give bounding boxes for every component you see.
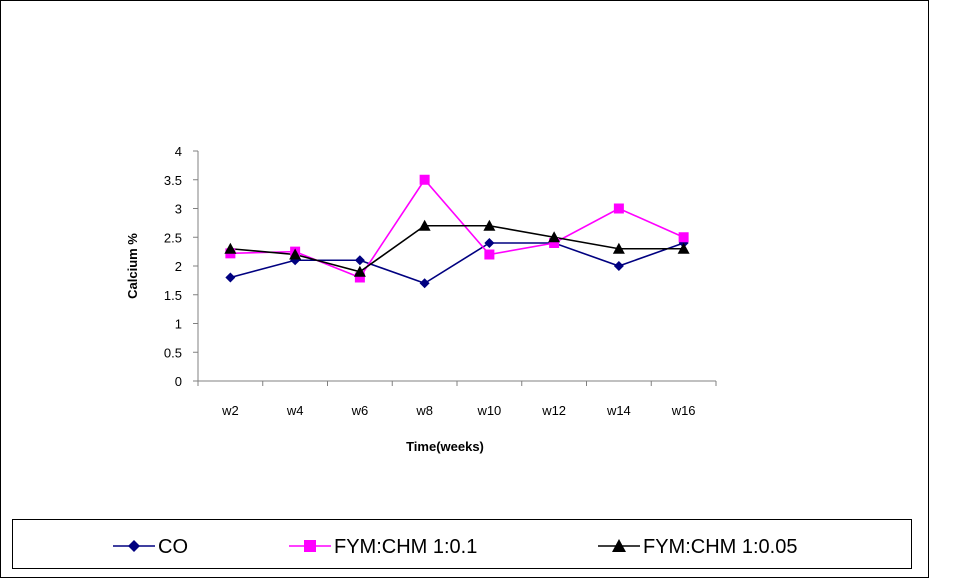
data-point [354, 255, 365, 266]
data-point [225, 272, 236, 283]
data-point [613, 203, 624, 214]
legend-entry: FYM:CHM 1:0.1 [289, 536, 477, 558]
y-tick-label: 2.5 [164, 230, 182, 245]
data-point [353, 265, 366, 277]
data-point [484, 249, 495, 260]
data-point [418, 219, 431, 231]
legend-label: FYM:CHM 1:0.1 [334, 536, 477, 558]
x-tick-label: w12 [541, 403, 566, 418]
data-point [678, 232, 689, 243]
legend-entry: FYM:CHM 1:0.05 [598, 536, 797, 558]
legend-marker [304, 540, 316, 552]
x-tick-label: w2 [221, 403, 239, 418]
y-tick-label: 3.5 [164, 173, 182, 188]
data-point [483, 219, 496, 231]
legend-label: CO [158, 536, 188, 558]
x-tick-labels: w2 w4 w6 w8 w10 w12 w14 w16 [221, 403, 695, 418]
x-tick-label: w4 [286, 403, 304, 418]
data-point [677, 242, 690, 254]
x-tick-label: w14 [606, 403, 631, 418]
data-point [613, 261, 624, 271]
legend-label: FYM:CHM 1:0.05 [643, 536, 797, 558]
x-axis-label: Time(weeks) [406, 439, 484, 454]
legend-marker [128, 540, 140, 552]
series-markers [224, 174, 690, 289]
x-tick-label: w6 [351, 403, 369, 418]
y-tick-label: 4 [175, 144, 182, 159]
axes [193, 150, 717, 386]
series-line [230, 224, 684, 273]
x-tick-label: w10 [476, 403, 501, 418]
data-point [548, 231, 561, 243]
y-tick-labels: 0 0.5 1 1.5 2 2.5 3 3.5 4 [164, 144, 182, 389]
legend-items: CO FYM:CHM 1:0.1 FYM:CHM 1:0.05 [113, 536, 797, 558]
series-line [230, 242, 684, 285]
data-point [549, 238, 560, 248]
y-tick-label: 2 [175, 259, 182, 274]
data-point [354, 272, 365, 283]
series-lines [230, 178, 684, 285]
legend-marker [612, 539, 626, 552]
data-point [612, 242, 625, 254]
y-tick-label: 0 [175, 374, 182, 389]
data-point [289, 248, 302, 260]
series-line [230, 178, 684, 279]
legend: CO FYM:CHM 1:0.1 FYM:CHM 1:0.05 [12, 519, 912, 569]
chart-area: 0 0.5 1 1.5 2 2.5 3 3.5 4 w2 w4 w6 w8 w10 w12 w14 w16 C… [0, 0, 929, 578]
x-tick-label: w8 [415, 403, 433, 418]
y-axis-label: Calcium % [125, 233, 140, 299]
data-point [224, 242, 237, 254]
y-tick-label: 0.5 [164, 345, 182, 360]
data-point [419, 174, 430, 185]
data-point [419, 278, 430, 289]
y-tick-label: 1 [175, 317, 182, 332]
y-tick-label: 1.5 [164, 288, 182, 303]
x-tick-label: w16 [671, 403, 696, 418]
data-point [484, 238, 495, 248]
y-tick-label: 3 [175, 202, 182, 217]
legend-entry: CO [113, 536, 188, 558]
